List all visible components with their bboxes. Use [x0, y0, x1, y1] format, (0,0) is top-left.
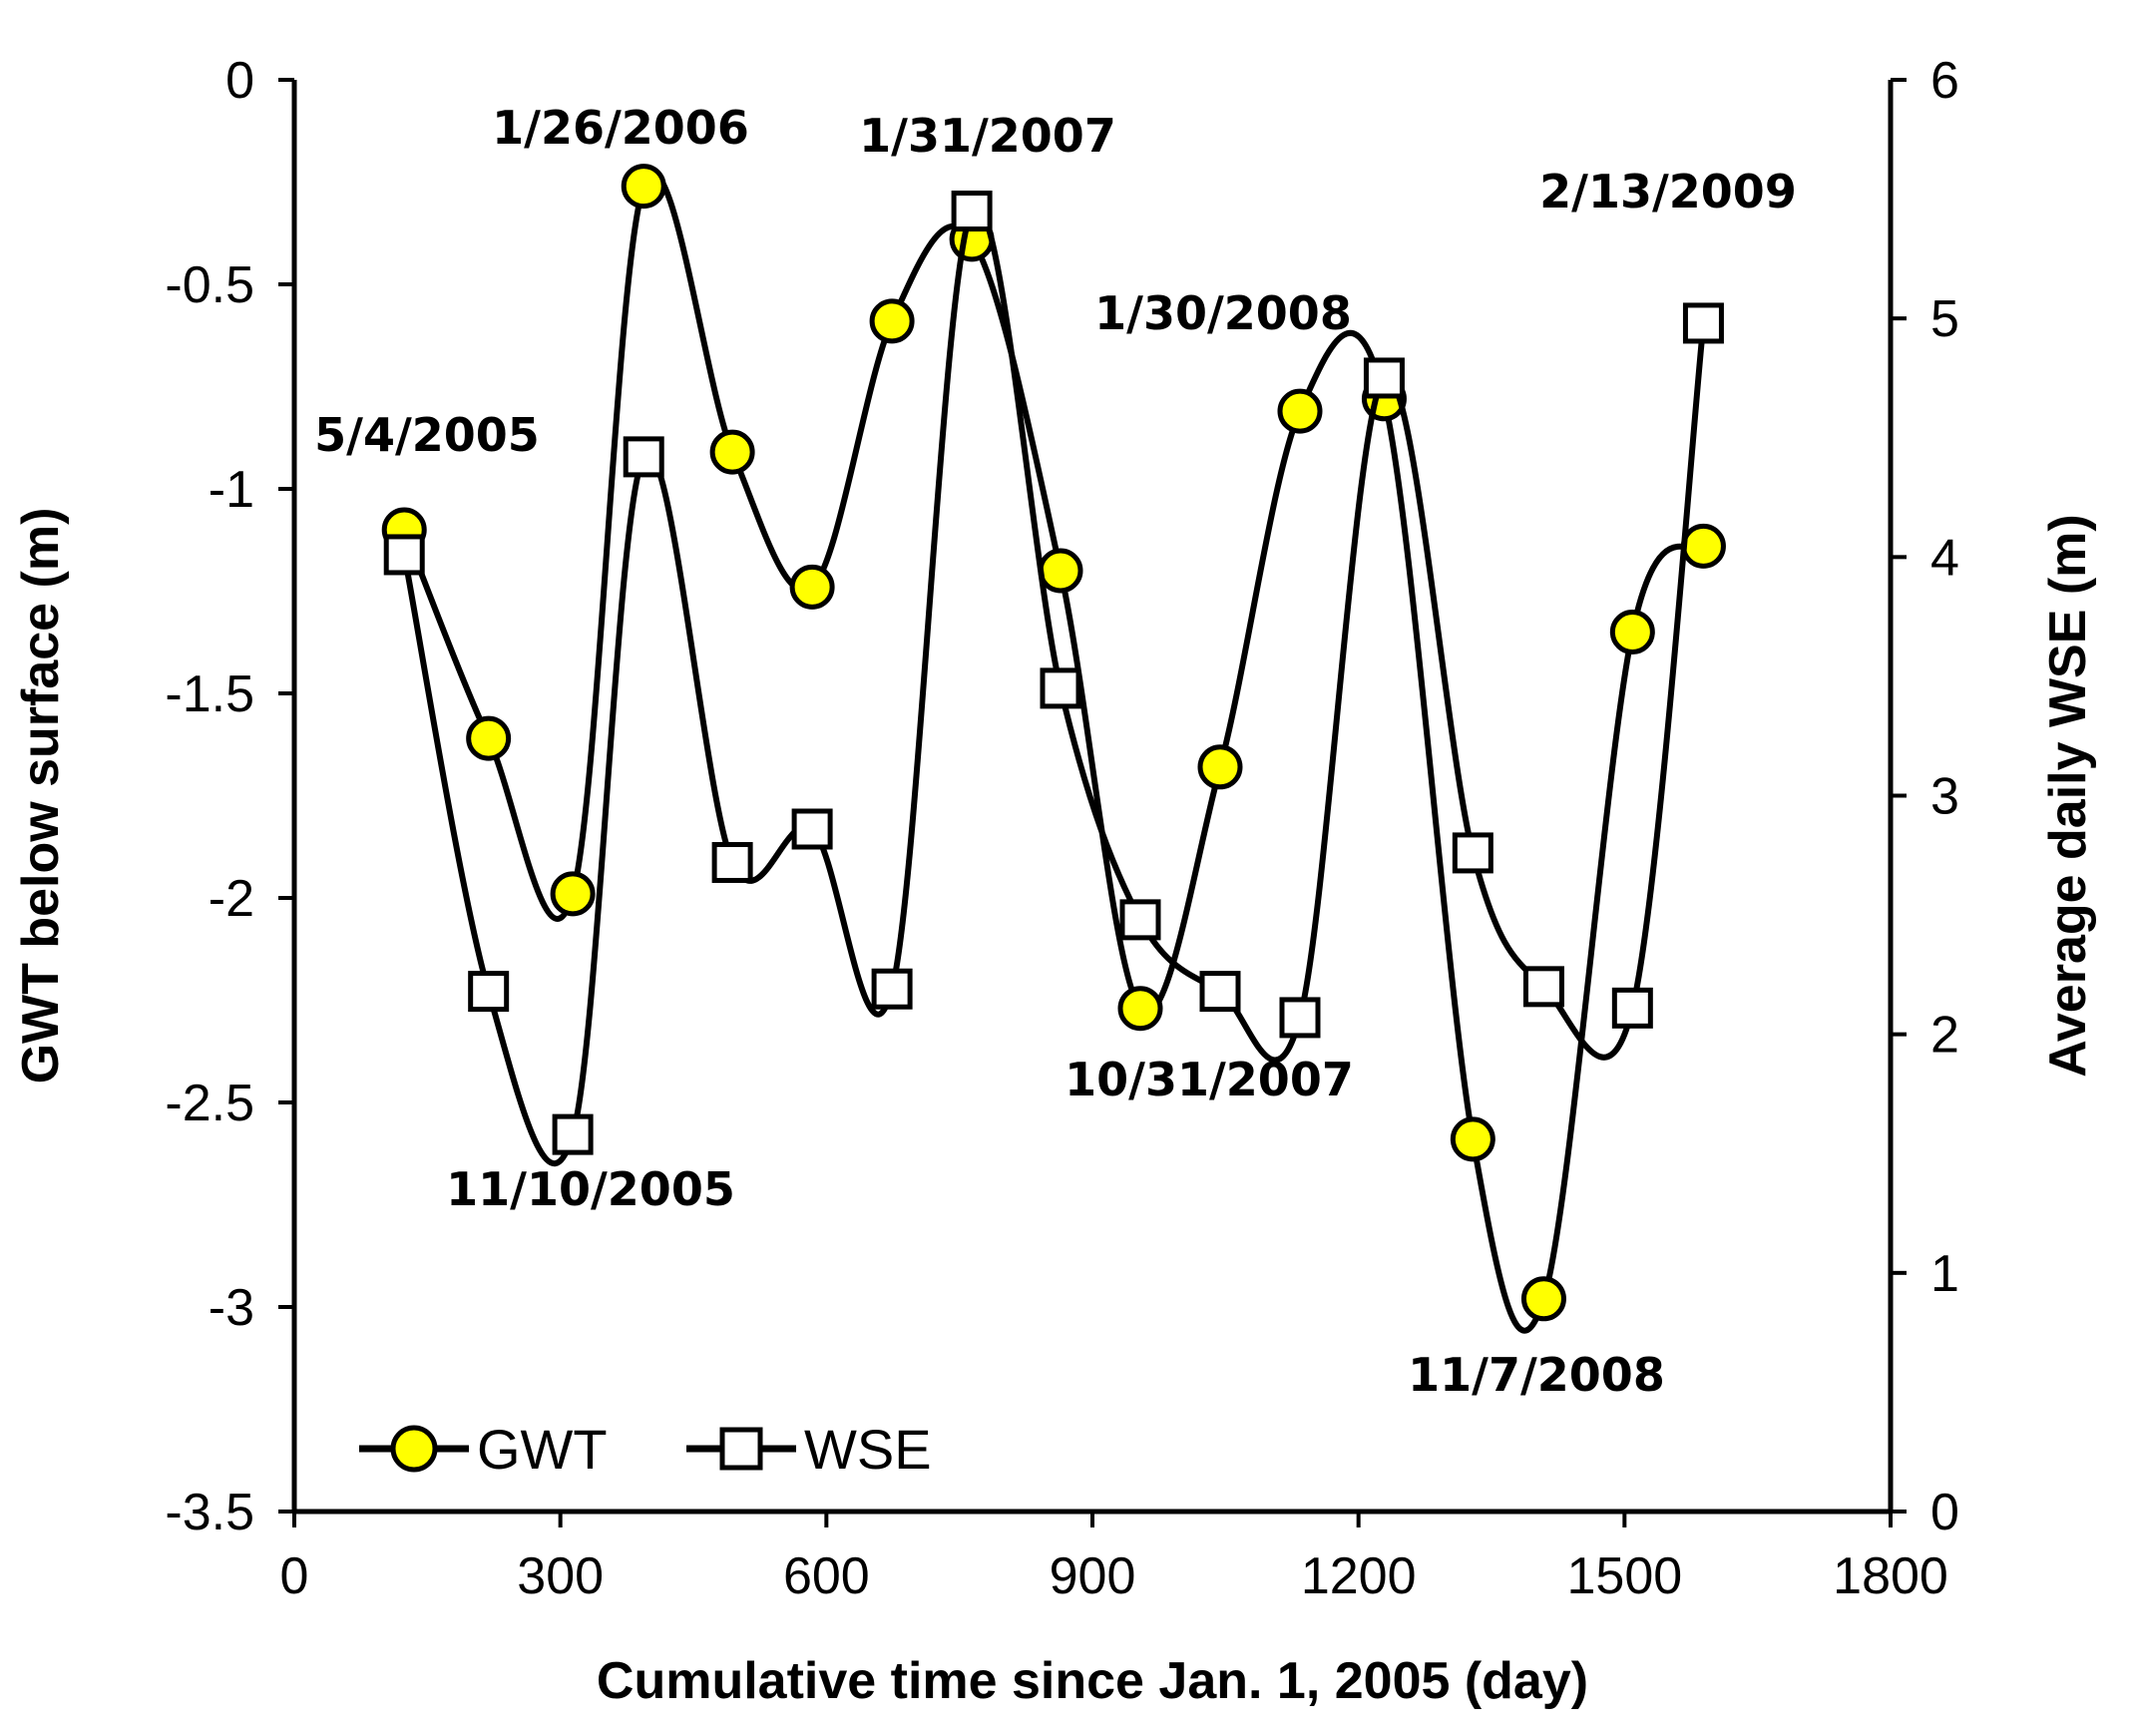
annotation-layer: 5/4/2005 11/10/2005 1/26/2006 1/31/2007 …	[314, 101, 1797, 1402]
y-tick-label-left: -0.5	[165, 256, 254, 314]
annotation-11-10-2005: 11/10/2005	[446, 1162, 735, 1216]
y-axis-title-right: Average daily WSE (m)	[2039, 514, 2097, 1077]
y-tick-label-left: -3.5	[165, 1484, 254, 1541]
legend-gwt-marker	[390, 1425, 438, 1473]
wse-point	[623, 436, 664, 478]
annotation-1-26-2006: 1/26/2006	[492, 101, 749, 155]
x-tick-label: 600	[783, 1547, 870, 1605]
x-tick-label: 1500	[1566, 1547, 1682, 1605]
annotation-1-31-2007: 1/31/2007	[859, 109, 1116, 163]
y-tick-label-right: 1	[1930, 1245, 1959, 1303]
wse-point	[1611, 987, 1653, 1029]
gwt-line	[401, 171, 1706, 1334]
gwt-point	[1680, 523, 1726, 569]
wse-point	[791, 808, 833, 850]
gwt-point	[1277, 388, 1323, 434]
y-tick-label-right: 5	[1930, 290, 1959, 348]
wse-point	[1522, 966, 1564, 1008]
wse-point	[1682, 302, 1724, 344]
wse-point	[1279, 997, 1321, 1039]
y-tick-label-right: 3	[1930, 768, 1959, 826]
wse-line	[401, 204, 1707, 1167]
y-tick-label-left: -2	[209, 870, 254, 928]
gwt-point	[1450, 1116, 1495, 1162]
y-tick-label-left: -1	[209, 461, 254, 519]
gwt-point	[709, 429, 755, 475]
x-tick-label: 1200	[1301, 1547, 1417, 1605]
y-tick-label-right: 4	[1930, 529, 1959, 587]
legend-wse-label: WSE	[804, 1418, 932, 1481]
y-tick-label-left: -3	[209, 1279, 254, 1337]
wse-point	[468, 971, 510, 1013]
wse-point	[951, 191, 993, 232]
x-tick-label: 900	[1050, 1547, 1136, 1605]
y-tick-label-left: -1.5	[165, 665, 254, 723]
gwt-point	[789, 564, 835, 610]
axes: 0 300 600 900 1200 1500 1800 0 -0.5 -1 -1.5 -2 -2.5 -…	[12, 52, 2097, 1710]
y-tick-label-left: -2.5	[165, 1075, 254, 1132]
y-axis-title-left: GWT below surface (m)	[12, 508, 70, 1085]
x-tick-label: 300	[517, 1547, 604, 1605]
legend-gwt-label: GWT	[477, 1418, 608, 1481]
wse-point	[871, 968, 913, 1010]
gwt-point	[1197, 744, 1243, 790]
wse-point	[711, 841, 753, 883]
wse-point	[1363, 357, 1405, 399]
annotation-2-13-2009: 2/13/2009	[1539, 165, 1797, 218]
gwt-point	[1038, 548, 1083, 594]
gwt-point	[466, 715, 512, 761]
x-axis-title: Cumulative time since Jan. 1, 2005 (day)	[597, 1652, 1588, 1710]
x-tick-label: 0	[280, 1547, 309, 1605]
wse-point	[1199, 971, 1241, 1013]
gwt-point	[869, 298, 915, 344]
y-tick-label-right: 2	[1930, 1007, 1959, 1065]
wse-point	[552, 1113, 594, 1155]
wse-point	[1119, 899, 1161, 941]
legend: GWT WSE	[359, 1418, 932, 1481]
annotation-11-7-2008: 11/7/2008	[1408, 1348, 1665, 1402]
x-tick-label: 1800	[1833, 1547, 1948, 1605]
gwt-point	[621, 164, 666, 210]
gwt-point	[1117, 986, 1163, 1032]
y-tick-label-right: 6	[1930, 52, 1959, 110]
gwt-point	[1520, 1276, 1566, 1322]
annotation-1-30-2008: 1/30/2008	[1094, 286, 1352, 340]
gwt-point	[550, 871, 596, 917]
annotation-5-4-2005: 5/4/2005	[314, 408, 540, 462]
annotation-10-31-2007: 10/31/2007	[1065, 1053, 1354, 1106]
wse-point	[1040, 667, 1081, 709]
wse-point	[383, 534, 425, 576]
wse-point	[1452, 832, 1493, 874]
gwt-point	[1609, 610, 1655, 654]
y-tick-label-right: 0	[1930, 1484, 1959, 1541]
legend-wse-marker	[719, 1427, 763, 1471]
y-tick-label-left: 0	[225, 52, 254, 110]
series-layer	[381, 164, 1726, 1334]
